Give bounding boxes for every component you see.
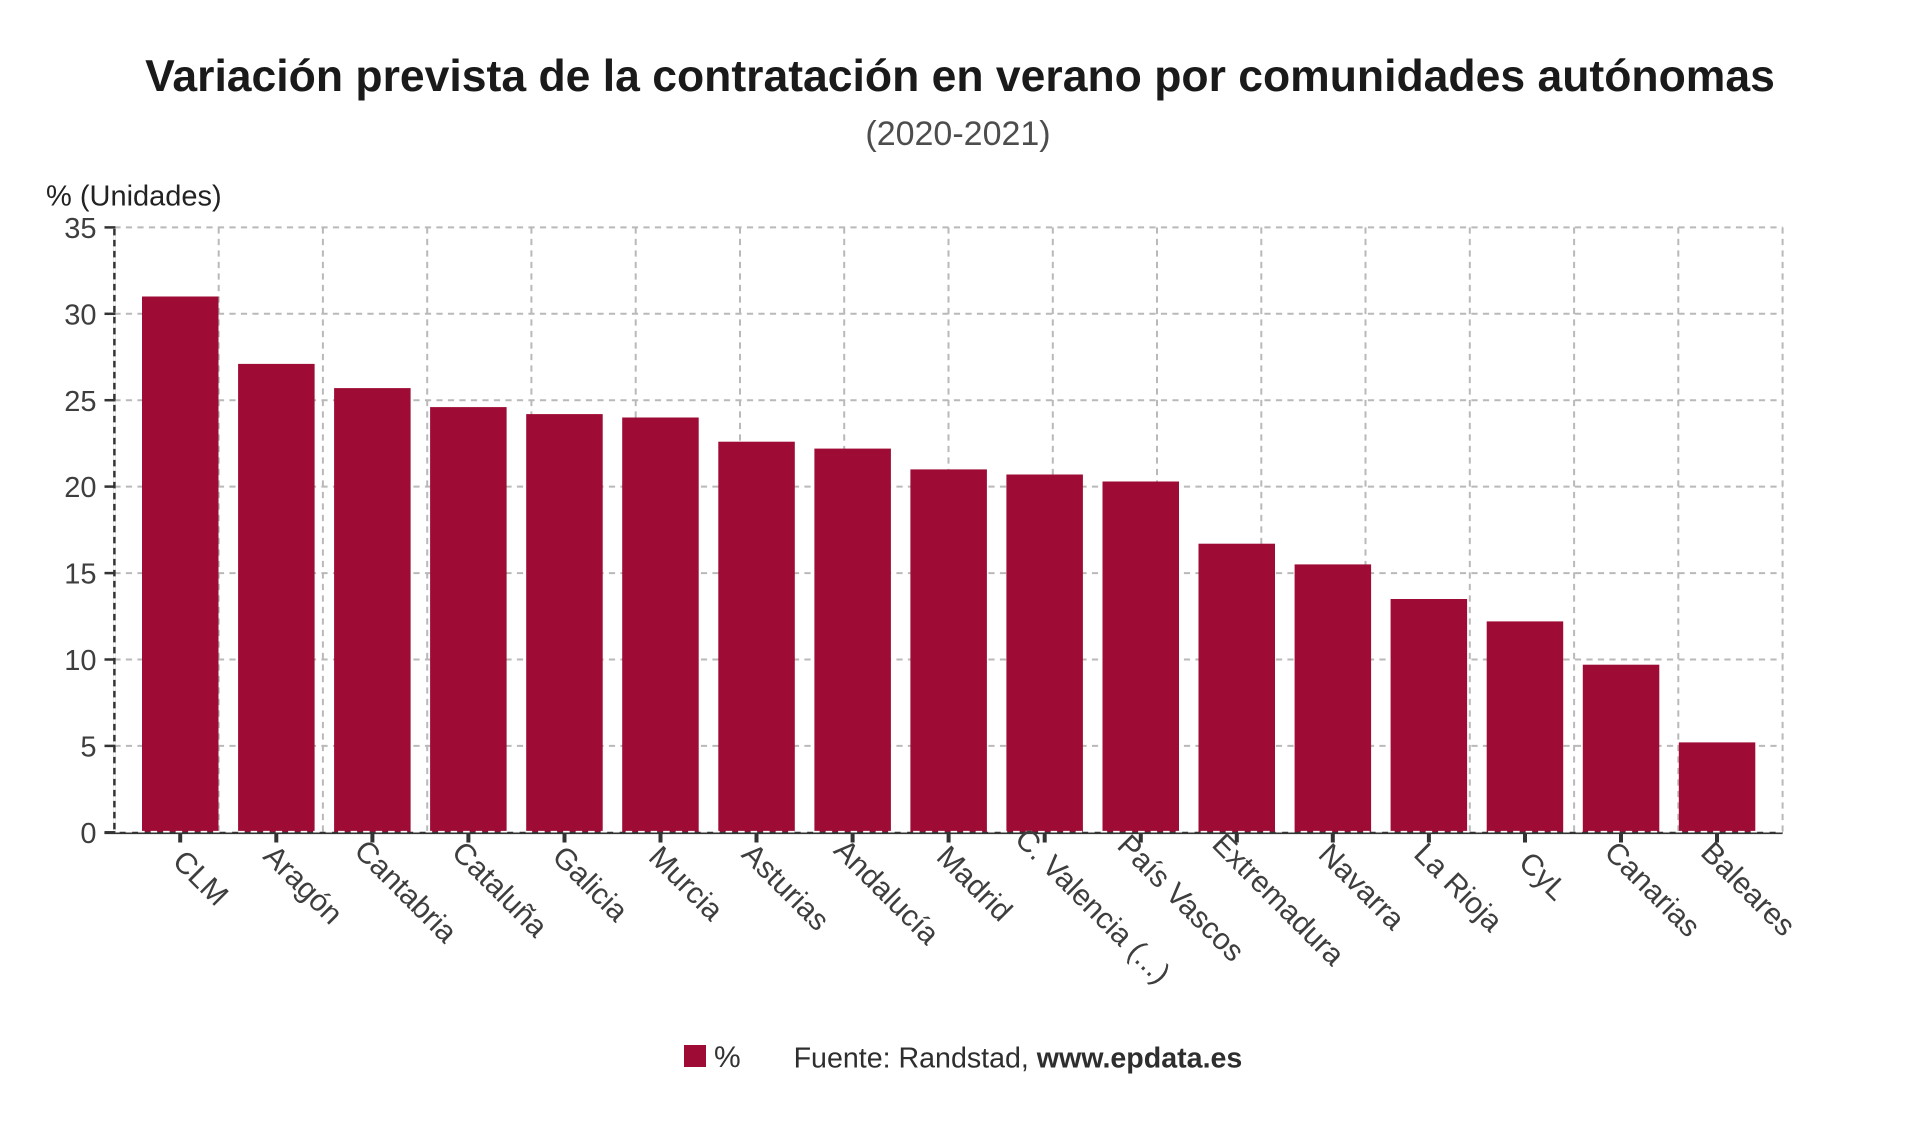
svg-text:15: 15: [64, 559, 96, 591]
svg-text:30: 30: [64, 299, 96, 331]
svg-text:% (Unidades): % (Unidades): [46, 181, 222, 213]
svg-text:0: 0: [80, 818, 96, 850]
svg-text:5: 5: [80, 732, 96, 764]
svg-text:%: %: [714, 1041, 741, 1074]
svg-text:35: 35: [64, 213, 96, 245]
svg-text:Variación prevista de la contr: Variación prevista de la contratación en…: [145, 52, 1775, 101]
svg-text:10: 10: [64, 645, 96, 677]
svg-text:25: 25: [64, 386, 96, 418]
svg-text:Fuente: Randstad, www.epdata.e: Fuente: Randstad, www.epdata.es: [794, 1043, 1243, 1075]
svg-text:(2020-2021): (2020-2021): [865, 115, 1050, 153]
svg-text:20: 20: [64, 472, 96, 504]
